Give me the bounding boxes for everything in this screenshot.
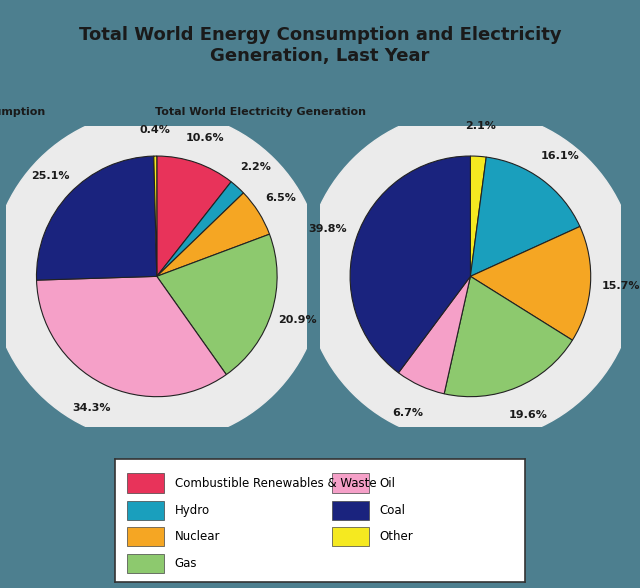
Wedge shape bbox=[157, 156, 231, 276]
Text: 0.4%: 0.4% bbox=[140, 125, 170, 135]
Text: Oil: Oil bbox=[380, 477, 396, 490]
Text: 6.7%: 6.7% bbox=[392, 408, 423, 418]
Text: Combustible Renewables & Waste: Combustible Renewables & Waste bbox=[175, 477, 376, 490]
FancyBboxPatch shape bbox=[332, 527, 369, 546]
Text: 25.1%: 25.1% bbox=[31, 171, 69, 181]
Circle shape bbox=[305, 111, 636, 442]
Circle shape bbox=[0, 111, 323, 442]
Wedge shape bbox=[157, 182, 243, 276]
FancyBboxPatch shape bbox=[127, 554, 164, 573]
Text: 2.2%: 2.2% bbox=[240, 162, 271, 172]
Text: 2.1%: 2.1% bbox=[465, 121, 496, 131]
Wedge shape bbox=[470, 156, 486, 276]
Wedge shape bbox=[157, 234, 277, 375]
Text: 20.9%: 20.9% bbox=[278, 315, 316, 325]
FancyBboxPatch shape bbox=[332, 500, 369, 520]
Text: Gas: Gas bbox=[175, 557, 197, 570]
Wedge shape bbox=[36, 156, 157, 280]
Text: 15.7%: 15.7% bbox=[601, 281, 640, 291]
Text: Total World Electricity Generation: Total World Electricity Generation bbox=[155, 107, 365, 117]
Wedge shape bbox=[444, 276, 572, 397]
Text: 6.5%: 6.5% bbox=[266, 193, 296, 203]
FancyBboxPatch shape bbox=[127, 473, 164, 493]
Text: Total World Energy Consumption and Electricity
Generation, Last Year: Total World Energy Consumption and Elect… bbox=[79, 26, 561, 65]
Text: Total World Energy Consumption: Total World Energy Consumption bbox=[0, 107, 45, 117]
Text: 34.3%: 34.3% bbox=[72, 403, 111, 413]
Text: 16.1%: 16.1% bbox=[541, 151, 579, 161]
FancyBboxPatch shape bbox=[127, 527, 164, 546]
Wedge shape bbox=[157, 193, 269, 276]
Wedge shape bbox=[154, 156, 157, 276]
Text: Other: Other bbox=[380, 530, 413, 543]
Text: 19.6%: 19.6% bbox=[509, 410, 548, 420]
Wedge shape bbox=[36, 276, 227, 397]
Wedge shape bbox=[399, 276, 470, 394]
FancyBboxPatch shape bbox=[127, 500, 164, 520]
Wedge shape bbox=[470, 226, 591, 340]
Text: Coal: Coal bbox=[380, 504, 405, 517]
FancyBboxPatch shape bbox=[332, 473, 369, 493]
Text: 39.8%: 39.8% bbox=[308, 224, 347, 234]
Text: 10.6%: 10.6% bbox=[186, 133, 224, 143]
Text: Hydro: Hydro bbox=[175, 504, 210, 517]
Text: Nuclear: Nuclear bbox=[175, 530, 220, 543]
Wedge shape bbox=[470, 157, 580, 276]
Wedge shape bbox=[350, 156, 470, 373]
